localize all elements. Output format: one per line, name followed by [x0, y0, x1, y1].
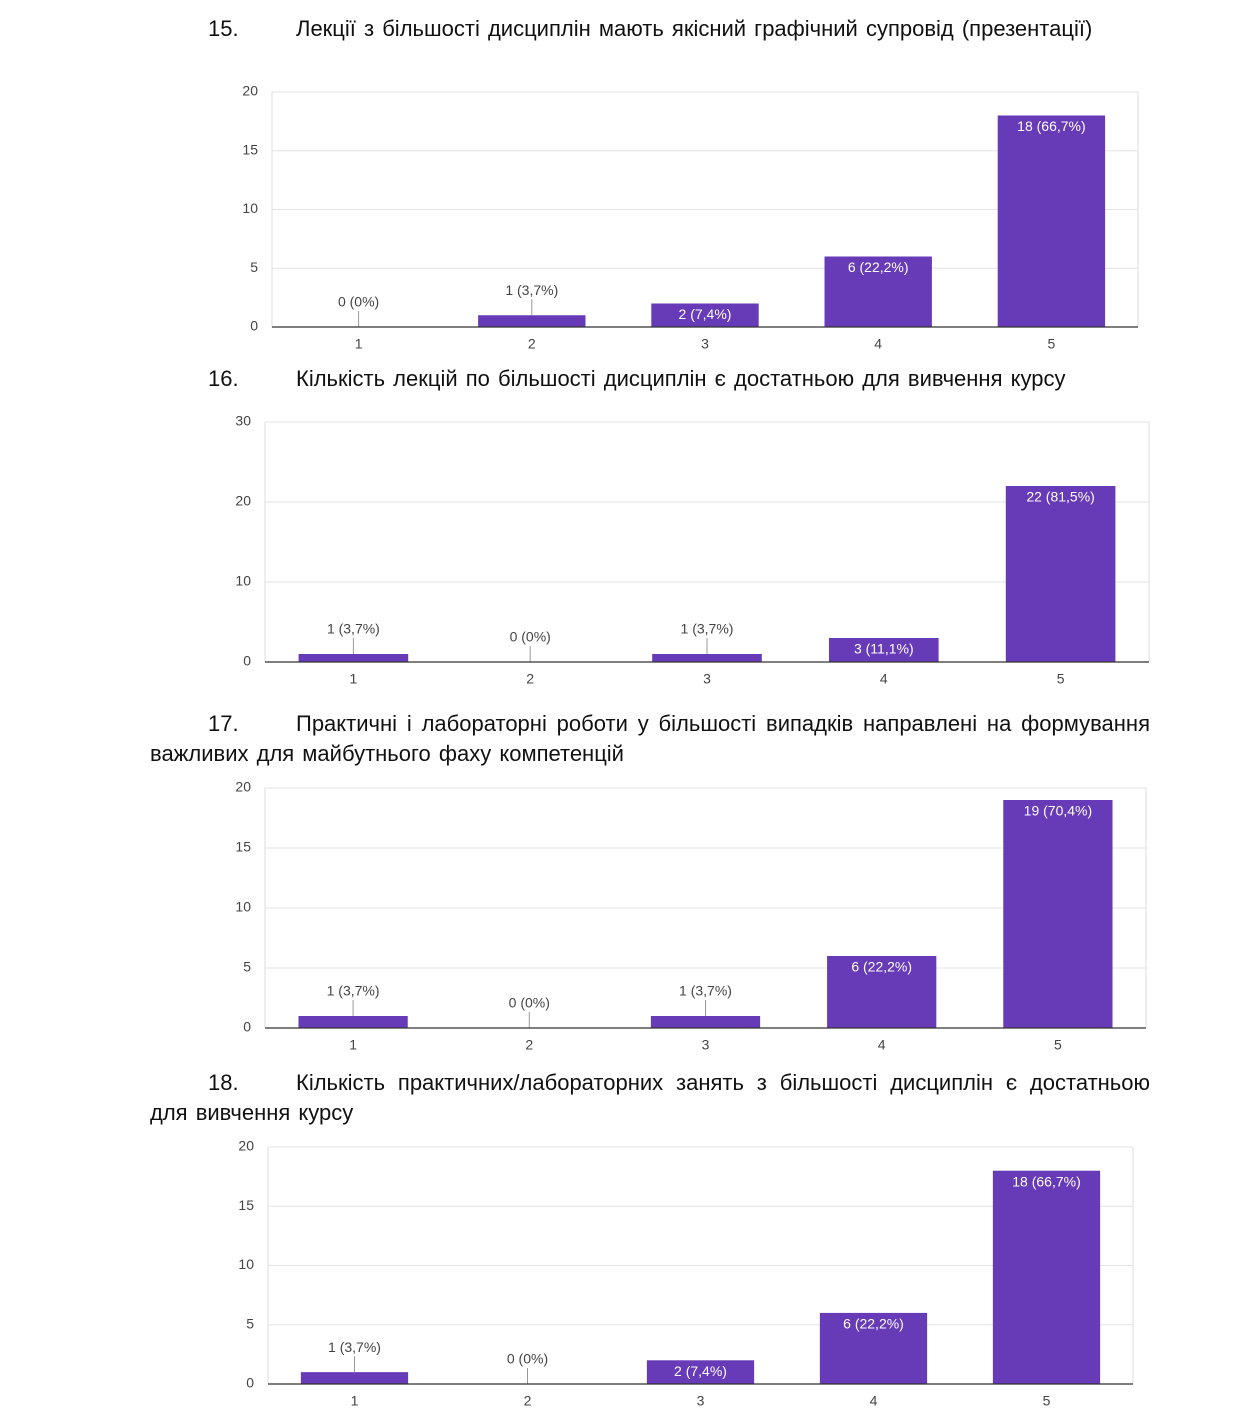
bar [651, 303, 759, 327]
y-tick-label: 5 [250, 259, 258, 275]
x-tick-label: 5 [1043, 1393, 1051, 1409]
question-number: 17. [208, 711, 239, 736]
x-tick-label: 1 [350, 671, 358, 687]
y-tick-label: 0 [243, 1019, 251, 1035]
y-tick-label: 20 [242, 83, 258, 99]
y-tick-label: 20 [235, 493, 251, 509]
y-tick-label: 0 [246, 1375, 254, 1391]
question-heading: 16. Кількість лекцій по більшості дисципл… [150, 364, 1150, 394]
question-title: Лекції з більшості дисциплін мають якісн… [296, 16, 1093, 41]
y-tick-label: 10 [238, 1256, 254, 1272]
y-tick-label: 30 [235, 413, 251, 429]
bar [992, 1170, 1101, 1384]
x-tick-label: 3 [702, 1037, 710, 1053]
question-title: Кількість практичних/лабораторних занять… [150, 1070, 1150, 1125]
x-tick-label: 2 [524, 1393, 532, 1409]
y-tick-label: 20 [238, 1138, 254, 1154]
question-heading: 15. Лекції з більшості дисциплін мають як… [150, 14, 1150, 44]
question-number: 15. [208, 16, 239, 41]
x-tick-label: 2 [528, 336, 536, 352]
bar [824, 256, 932, 327]
y-tick-label: 0 [243, 653, 251, 669]
value-label: 18 (66,7%) [1012, 1173, 1080, 1189]
question-heading: 18. Кількість практичних/лабораторних зан… [150, 1068, 1150, 1128]
value-label: 1 (3,7%) [679, 983, 732, 999]
value-label: 1 (3,7%) [327, 983, 380, 999]
x-tick-label: 2 [525, 1037, 533, 1053]
y-tick-label: 10 [242, 200, 258, 216]
x-tick-label: 4 [874, 336, 882, 352]
y-tick-label: 10 [235, 573, 251, 589]
question-title: Кількість лекцій по більшості дисциплін … [296, 366, 1066, 391]
bar [646, 1360, 755, 1384]
value-label: 6 (22,2%) [851, 959, 912, 975]
y-tick-label: 20 [235, 779, 251, 795]
x-tick-label: 1 [355, 336, 363, 352]
bar [298, 654, 409, 662]
y-tick-label: 5 [246, 1315, 254, 1331]
question-number: 18. [208, 1070, 239, 1095]
bar [997, 115, 1106, 327]
bar [1005, 486, 1116, 662]
x-tick-label: 3 [701, 336, 709, 352]
value-label: 1 (3,7%) [681, 621, 734, 637]
x-tick-label: 2 [526, 671, 534, 687]
value-label: 22 (81,5%) [1026, 489, 1094, 505]
bar [828, 638, 939, 662]
value-label: 3 (11,1%) [854, 641, 914, 657]
bar [1003, 800, 1113, 1028]
value-label: 0 (0%) [510, 629, 551, 645]
bar [650, 1016, 761, 1028]
y-tick-label: 0 [250, 318, 258, 334]
bar [827, 956, 937, 1028]
question-title: Практичні і лабораторні роботи у більшос… [150, 711, 1150, 766]
value-label: 19 (70,4%) [1024, 803, 1092, 819]
y-tick-label: 15 [242, 141, 258, 157]
x-tick-label: 1 [351, 1393, 359, 1409]
bar [652, 654, 762, 662]
value-label: 18 (66,7%) [1017, 118, 1085, 134]
value-label: 0 (0%) [338, 294, 379, 310]
value-label: 6 (22,2%) [848, 259, 909, 275]
x-tick-label: 4 [878, 1037, 886, 1053]
value-label: 6 (22,2%) [843, 1316, 904, 1332]
value-label: 2 (7,4%) [679, 306, 732, 322]
x-tick-label: 5 [1048, 336, 1056, 352]
value-label: 1 (3,7%) [327, 621, 380, 637]
x-tick-label: 3 [703, 671, 711, 687]
x-tick-label: 1 [349, 1037, 357, 1053]
bar [300, 1372, 409, 1384]
y-tick-label: 5 [243, 959, 251, 975]
value-label: 1 (3,7%) [328, 1339, 381, 1355]
question-heading: 17. Практичні і лабораторні роботи у біль… [150, 709, 1150, 769]
value-label: 1 (3,7%) [505, 282, 558, 298]
bar [478, 315, 586, 327]
y-tick-label: 10 [235, 899, 251, 915]
bar [819, 1312, 928, 1384]
value-label: 2 (7,4%) [674, 1363, 727, 1379]
bar [298, 1016, 408, 1028]
x-tick-label: 4 [880, 671, 888, 687]
x-tick-label: 4 [870, 1393, 878, 1409]
x-tick-label: 5 [1054, 1037, 1062, 1053]
x-tick-label: 3 [697, 1393, 705, 1409]
question-number: 16. [208, 366, 239, 391]
x-tick-label: 5 [1057, 671, 1065, 687]
y-tick-label: 15 [238, 1197, 254, 1213]
y-tick-label: 15 [235, 839, 251, 855]
value-label: 0 (0%) [509, 995, 550, 1011]
value-label: 0 (0%) [507, 1351, 548, 1367]
